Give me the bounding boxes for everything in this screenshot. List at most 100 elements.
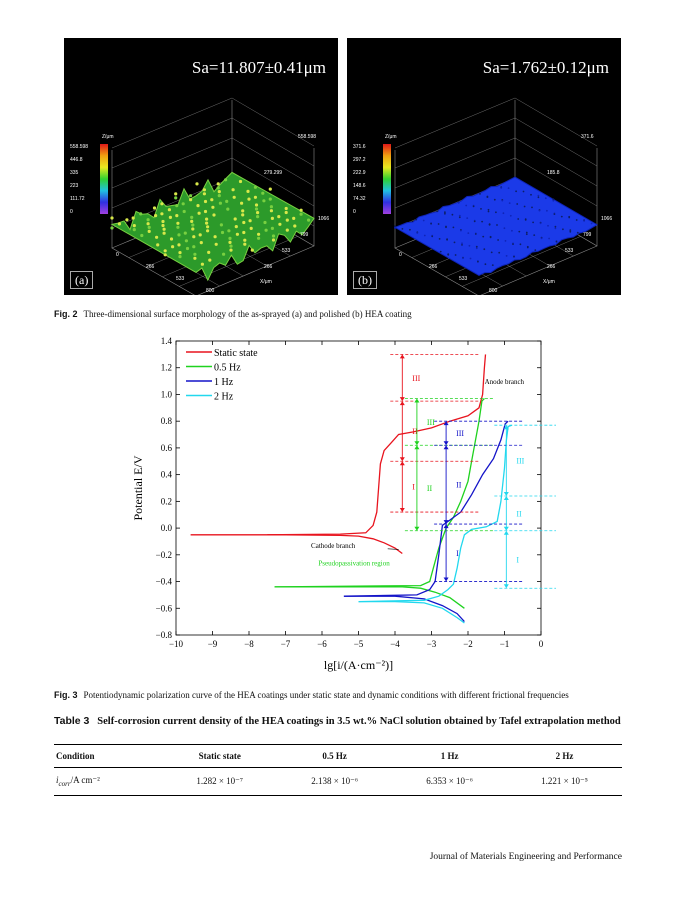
fig2-caption: Fig. 2 Three-dimensional surface morpholo…	[54, 309, 412, 319]
surface-texture	[254, 207, 259, 211]
surface-texture	[196, 204, 200, 208]
x-tick-label: 800	[489, 288, 498, 294]
surface-texture	[293, 224, 297, 228]
fig3-caption-number: Fig. 3	[54, 690, 78, 700]
surface-texture	[152, 206, 157, 210]
wall-grid	[514, 117, 598, 167]
surface-texture	[182, 209, 186, 214]
scale-value: 446.8	[70, 157, 83, 163]
table-cell: 2.138 × 10⁻⁶	[277, 767, 393, 796]
y-tick-label: 0.2	[161, 496, 172, 506]
region-label: III	[516, 457, 524, 466]
wall-grid	[111, 117, 233, 169]
surface-texture	[516, 203, 519, 205]
y-tick-label: 1066	[318, 216, 329, 222]
x-tick-label: 266	[429, 264, 438, 270]
y-tick-label: 1.2	[161, 363, 172, 373]
surface-texture	[178, 251, 182, 255]
y-tick-label: 799	[300, 232, 309, 238]
surface-texture	[278, 222, 282, 226]
surface-texture	[197, 211, 201, 215]
surface-texture	[202, 188, 206, 192]
wall-grid	[111, 157, 233, 209]
surface-texture	[261, 191, 265, 195]
surface-texture	[515, 190, 517, 193]
wall-grid	[514, 157, 598, 207]
surface-texture	[241, 209, 245, 213]
region-arrowhead	[399, 457, 405, 462]
surface-texture	[147, 229, 151, 233]
surface-texture	[568, 216, 571, 219]
fig3-caption: Fig. 3 Potentiodynamic polarization curve…	[54, 690, 569, 700]
surface-texture	[532, 221, 534, 224]
surface-texture	[544, 197, 547, 200]
surface-texture	[193, 252, 197, 256]
surface-texture	[247, 197, 251, 201]
region-arrowhead	[443, 445, 449, 450]
surface-texture	[477, 260, 479, 263]
y-tick-label: 266	[264, 264, 273, 270]
surface-texture	[231, 188, 235, 192]
surface-texture	[552, 198, 555, 201]
surface-texture	[176, 221, 180, 225]
surface-texture	[228, 240, 232, 244]
surface-texture	[156, 243, 160, 247]
surface-texture	[257, 232, 261, 236]
surface-texture	[525, 231, 528, 234]
table-title: Table 3 Self-corrosion current density o…	[54, 715, 622, 728]
surface-texture	[554, 225, 557, 228]
region-arrowhead	[399, 508, 405, 513]
region-label: II	[456, 481, 462, 490]
y-tick-label: −0.4	[156, 577, 173, 587]
y-tick-label: 533	[565, 248, 574, 254]
table-header: Static state	[162, 744, 278, 768]
series-line-anodic	[274, 398, 485, 588]
region-arrowhead	[414, 445, 420, 450]
y-tick-label: −0.6	[156, 603, 173, 613]
table-cell: 1.221 × 10⁻⁵	[507, 767, 622, 796]
region-arrowhead	[503, 492, 509, 497]
surface-texture	[560, 215, 563, 218]
wall-grid	[111, 177, 233, 229]
region-arrowhead	[399, 461, 405, 466]
surface-texture	[526, 246, 529, 249]
table-cell: icorr/A cm⁻²	[54, 767, 163, 796]
surface-texture	[522, 190, 525, 193]
surface-texture	[452, 226, 455, 229]
surface-texture	[307, 218, 311, 222]
surface-texture	[512, 243, 514, 246]
surface-texture	[469, 257, 472, 260]
surface-texture	[240, 201, 244, 205]
surface-texture	[191, 227, 195, 231]
surface-texture	[264, 228, 268, 232]
wall-grid	[111, 137, 233, 189]
surface-texture	[192, 235, 196, 239]
surface-texture	[132, 224, 136, 228]
region-arrowhead	[503, 496, 509, 501]
scale-value: 371.6	[353, 144, 366, 150]
coating-surface	[110, 171, 315, 282]
surface-texture	[394, 227, 396, 229]
y-tick-label: 1066	[601, 216, 612, 222]
surface-texture	[439, 250, 442, 253]
surface-texture	[210, 198, 214, 202]
surface-texture	[299, 212, 303, 216]
region-label: II	[412, 427, 418, 436]
surface-texture	[285, 218, 289, 222]
surface-texture	[474, 233, 477, 235]
x-tick-label: −10	[169, 639, 184, 649]
surface-texture	[518, 230, 521, 233]
surface-texture	[497, 239, 499, 241]
surface-texture	[488, 223, 491, 226]
surface-texture	[146, 218, 150, 222]
color-scale-bar	[383, 144, 391, 214]
surface-texture	[484, 263, 487, 266]
surface-texture	[416, 232, 419, 234]
surface-texture	[181, 202, 185, 206]
surface-texture	[444, 211, 446, 214]
surface-texture	[242, 220, 246, 225]
surface-texture	[394, 225, 396, 228]
table-header: 1 Hz	[392, 744, 508, 768]
y-tick-label: 0.0	[161, 523, 173, 533]
region-label: I	[456, 549, 459, 558]
